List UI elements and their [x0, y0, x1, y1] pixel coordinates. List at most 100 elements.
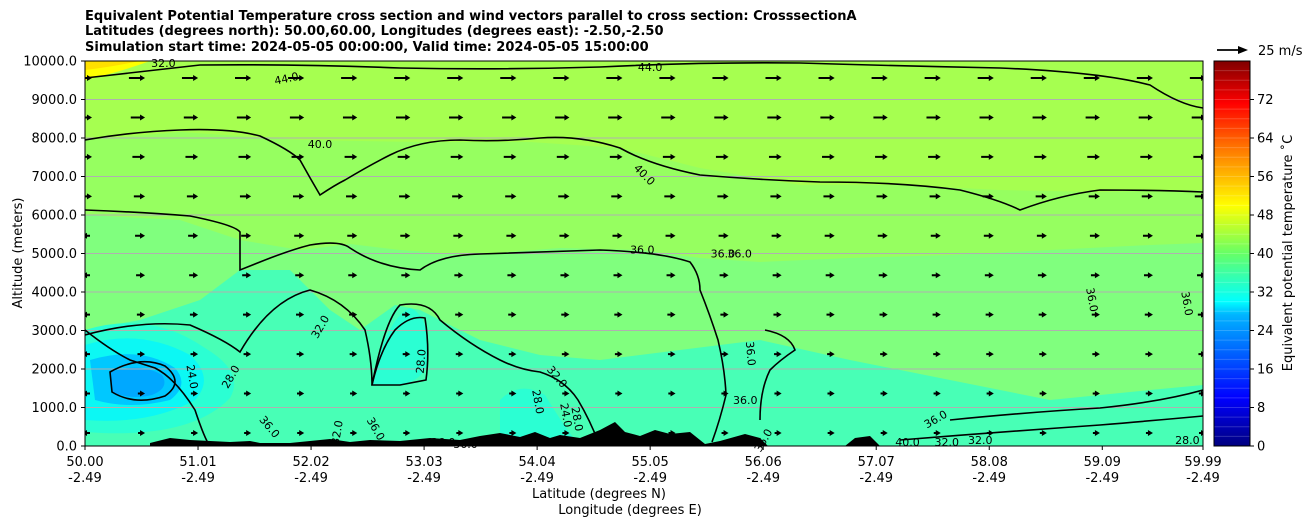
colorbar-tick-label: 72 [1257, 93, 1274, 108]
contour-label: 40.0 [895, 436, 920, 449]
wind-vector [928, 153, 941, 160]
wind-vector [456, 390, 464, 397]
y-axis: 0.0 1000.0 2000.0 3000.0 4000.0 5000.0 6000.0 7… [23, 55, 85, 455]
wind-vector [774, 351, 782, 358]
wind-vector [977, 75, 994, 81]
colorbar-tick-label: 64 [1257, 132, 1274, 147]
wind-vector [350, 430, 358, 436]
wind-vector [508, 351, 517, 358]
x-tick-label-lat: 57.07 [858, 455, 895, 470]
wind-vector [1198, 351, 1203, 358]
wind-vector [712, 75, 729, 81]
wind-vector [1036, 232, 1047, 239]
wind-vector [396, 114, 411, 121]
y-tick-label: 9000.0 [32, 93, 78, 108]
wind-vector [185, 153, 199, 160]
wind-vector [615, 390, 623, 397]
wind-vector [721, 390, 729, 397]
x-tick-label-lon: -2.49 [294, 471, 328, 486]
wind-vector [827, 351, 835, 358]
y-tick-label: 2000.0 [32, 363, 78, 378]
wind-vector [1140, 153, 1153, 160]
wind-vector [1198, 430, 1203, 436]
wind-vector [929, 193, 941, 200]
wind-vector [668, 390, 676, 397]
wind-vector [506, 232, 517, 239]
wind-vector [85, 390, 90, 397]
wind-vector [767, 114, 782, 121]
contour-line-36-lower [85, 329, 211, 446]
field-28-band-east [500, 388, 575, 440]
quiver-key-arrow-icon [1238, 46, 1248, 54]
wind-vector [668, 430, 676, 436]
contour-label: 32.0 [329, 419, 346, 445]
wind-vector [985, 311, 994, 318]
wind-vector [138, 430, 146, 436]
wind-vector [612, 232, 623, 239]
wind-vector [455, 351, 464, 358]
wind-vector [503, 153, 517, 160]
contour-label: 36.0 [1178, 290, 1195, 316]
wind-vector [1087, 153, 1100, 160]
wind-vector [1092, 430, 1100, 436]
wind-vector [880, 390, 888, 397]
wind-vector [765, 75, 782, 81]
wind-vector [85, 114, 92, 121]
wind-vector [715, 153, 729, 160]
wind-vector [818, 75, 835, 81]
wind-vector [773, 311, 782, 318]
wind-vector [133, 193, 146, 200]
wind-vector [397, 153, 411, 160]
x-tick-label-lon: -2.49 [859, 471, 893, 486]
field-52-band [85, 61, 140, 70]
wind-vector [509, 390, 517, 397]
wind-vector [183, 114, 199, 121]
wind-vector [403, 430, 411, 436]
wind-vector [1037, 272, 1047, 279]
wind-vector [827, 390, 835, 397]
wind-vector [189, 272, 199, 279]
x-tick-label-lat: 59.99 [1184, 455, 1221, 470]
terrain-silhouette [150, 422, 768, 446]
wind-vector [827, 430, 835, 436]
wind-vector [609, 153, 623, 160]
colorbar-tick-label: 16 [1257, 363, 1274, 378]
wind-vector [611, 193, 623, 200]
wind-vector [1193, 153, 1203, 160]
wind-vector [190, 351, 199, 358]
wind-vector [239, 193, 252, 200]
wind-vector [1038, 311, 1047, 318]
wind-vector [85, 311, 90, 318]
wind-vector [667, 311, 676, 318]
wind-vector [979, 114, 994, 121]
wind-vector [402, 311, 411, 318]
contour-label: 36.0 [727, 248, 752, 261]
chart-title-line-1: Equivalent Potential Temperature cross s… [85, 9, 857, 24]
wind-vector [241, 232, 252, 239]
terrain-silhouette-east [845, 436, 880, 446]
wind-vector [1145, 430, 1153, 436]
wind-vector [85, 153, 92, 160]
wind-vector [348, 272, 358, 279]
wind-vector [1138, 114, 1153, 121]
wind-vector [1145, 351, 1153, 358]
contour-label: 36.0 [733, 394, 758, 407]
wind-vector [294, 232, 305, 239]
contour-line-36b [949, 389, 1203, 421]
colorbar-tick-label: 40 [1257, 247, 1274, 262]
contour-label: 36.0 [1083, 287, 1100, 313]
contour-lines [85, 62, 1203, 446]
colorbar-bands [1214, 70, 1250, 437]
wind-vector [665, 232, 676, 239]
wind-vector [555, 114, 570, 121]
wind-vector [450, 153, 464, 160]
wind-vector [933, 390, 941, 397]
wind-vector [880, 351, 888, 358]
wind-vectors [85, 75, 1203, 436]
wind-vector [1034, 153, 1047, 160]
wind-vector [136, 311, 146, 318]
wind-vector [1191, 114, 1203, 121]
quiver-key-label: 25 m/s [1258, 44, 1303, 59]
x-tick-label-lat: 55.05 [632, 455, 669, 470]
wind-vector [509, 430, 517, 436]
